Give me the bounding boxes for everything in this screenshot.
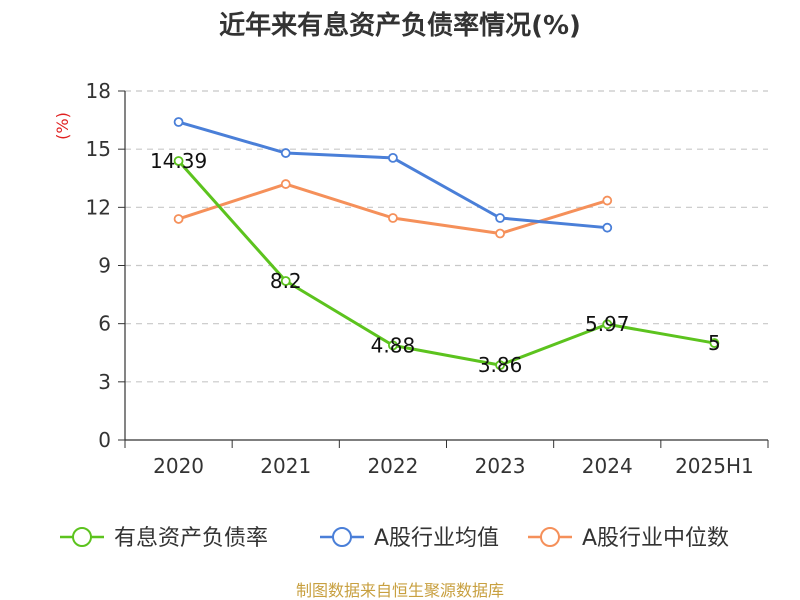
series-point-1 (602, 222, 613, 233)
series-point-1 (388, 152, 398, 163)
source-note: 制图数据来自恒生聚源数据库 (296, 581, 504, 600)
series-point-0 (173, 156, 184, 166)
legend-label-0: 有息资产负债率 (114, 526, 268, 551)
x-tick-label: 2022 (367, 454, 418, 478)
y-tick-label: 3 (98, 370, 111, 394)
series-point-1 (280, 148, 291, 158)
legend-marker-0 (72, 527, 92, 547)
y-tick-label: 6 (98, 312, 111, 336)
data-label: 3.86 (478, 353, 523, 377)
data-label: 4.88 (371, 333, 416, 357)
x-tick-label: 2023 (475, 454, 526, 478)
data-labels: 14.39 8.2 4.88 3.86 5.97 5 (150, 149, 721, 377)
x-tick-label: 2020 (153, 454, 204, 478)
series-point-2 (602, 195, 613, 206)
y-tick-label: 15 (86, 137, 111, 161)
series-point-2 (173, 214, 184, 224)
series-point-2 (388, 213, 398, 223)
grid-lines (125, 90, 768, 383)
series-point-2 (495, 228, 505, 239)
series-point-2 (280, 179, 291, 189)
legend-label-2: A股行业中位数 (582, 526, 729, 551)
series-line-1 (178, 120, 608, 230)
y-tick-label: 9 (98, 254, 111, 278)
data-label: 8.2 (270, 269, 302, 293)
axes: 0 3 6 9 12 15 18 2020 2021 2022 2023 2024 2025H1 (86, 79, 769, 478)
data-label: 14.39 (150, 149, 207, 173)
data-label: 5.97 (585, 312, 630, 336)
legend-marker-2 (540, 527, 560, 547)
series-point-1 (173, 117, 184, 127)
x-tick-label: 2024 (582, 454, 633, 478)
series-layer (173, 117, 720, 371)
x-tick-label: 2025H1 (675, 454, 754, 478)
y-tick-label: 18 (86, 79, 111, 103)
series-point-1 (495, 213, 505, 223)
series-line-2 (178, 182, 608, 236)
series-line-0 (177, 159, 715, 367)
data-label: 5 (708, 331, 721, 355)
y-axis-unit: (%) (53, 112, 72, 140)
chart-title: 近年来有息资产负债率情况(%) (219, 10, 581, 41)
x-tick-label: 2021 (260, 454, 311, 478)
series-point-0 (602, 319, 613, 330)
legend-label-1: A股行业均值 (374, 526, 499, 551)
y-tick-label: 12 (86, 195, 111, 219)
y-tick-label: 0 (98, 428, 111, 452)
series-point-0 (280, 276, 291, 286)
series-point-0 (388, 340, 398, 351)
series-point-0 (709, 338, 720, 348)
legend: 有息资产负债率 A股行业均值 A股行业中位数 (60, 526, 729, 551)
legend-marker-1 (332, 527, 352, 547)
series-point-0 (495, 360, 505, 371)
